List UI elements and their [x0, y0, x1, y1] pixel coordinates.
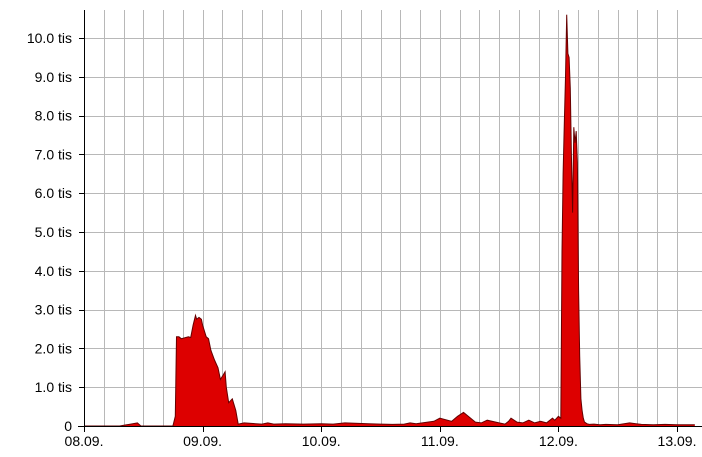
y-tick-label: 10.0 tis: [27, 30, 72, 46]
y-tick-label: 3.0 tis: [35, 302, 72, 318]
axes-group: [78, 10, 702, 432]
x-tick-labels: 08.09. 09.09. 10.09. 11.09. 12.09. 13.09.: [65, 433, 697, 449]
x-tick-label: 13.09.: [658, 433, 697, 449]
series-area-fill: [84, 14, 695, 426]
y-tick-label: 4.0 tis: [35, 263, 72, 279]
series-line: [84, 14, 695, 427]
x-tick-label: 11.09.: [421, 433, 459, 449]
y-tick-label: 1.0 tis: [35, 379, 72, 395]
y-tick-label: 2.0 tis: [35, 340, 72, 356]
y-tick-label: 8.0 tis: [35, 108, 72, 124]
series-area-group: [84, 14, 695, 427]
y-tick-label: 9.0 tis: [35, 69, 72, 85]
y-tick-label: 5.0 tis: [35, 224, 72, 240]
grid-lines: [84, 10, 702, 426]
x-tick-label: 09.09.: [183, 433, 222, 449]
y-tick-labels: 0 1.0 tis 2.0 tis 3.0 tis 4.0 tis 5.0 tis 6.0 …: [27, 30, 72, 434]
y-tick-label: 0: [64, 418, 72, 434]
x-tick-label: 12.09.: [539, 433, 578, 449]
x-tick-label: 10.09.: [302, 433, 341, 449]
y-tick-label: 6.0 tis: [35, 185, 72, 201]
x-tick-label: 08.09.: [65, 433, 104, 449]
y-tick-label: 7.0 tis: [35, 146, 72, 162]
